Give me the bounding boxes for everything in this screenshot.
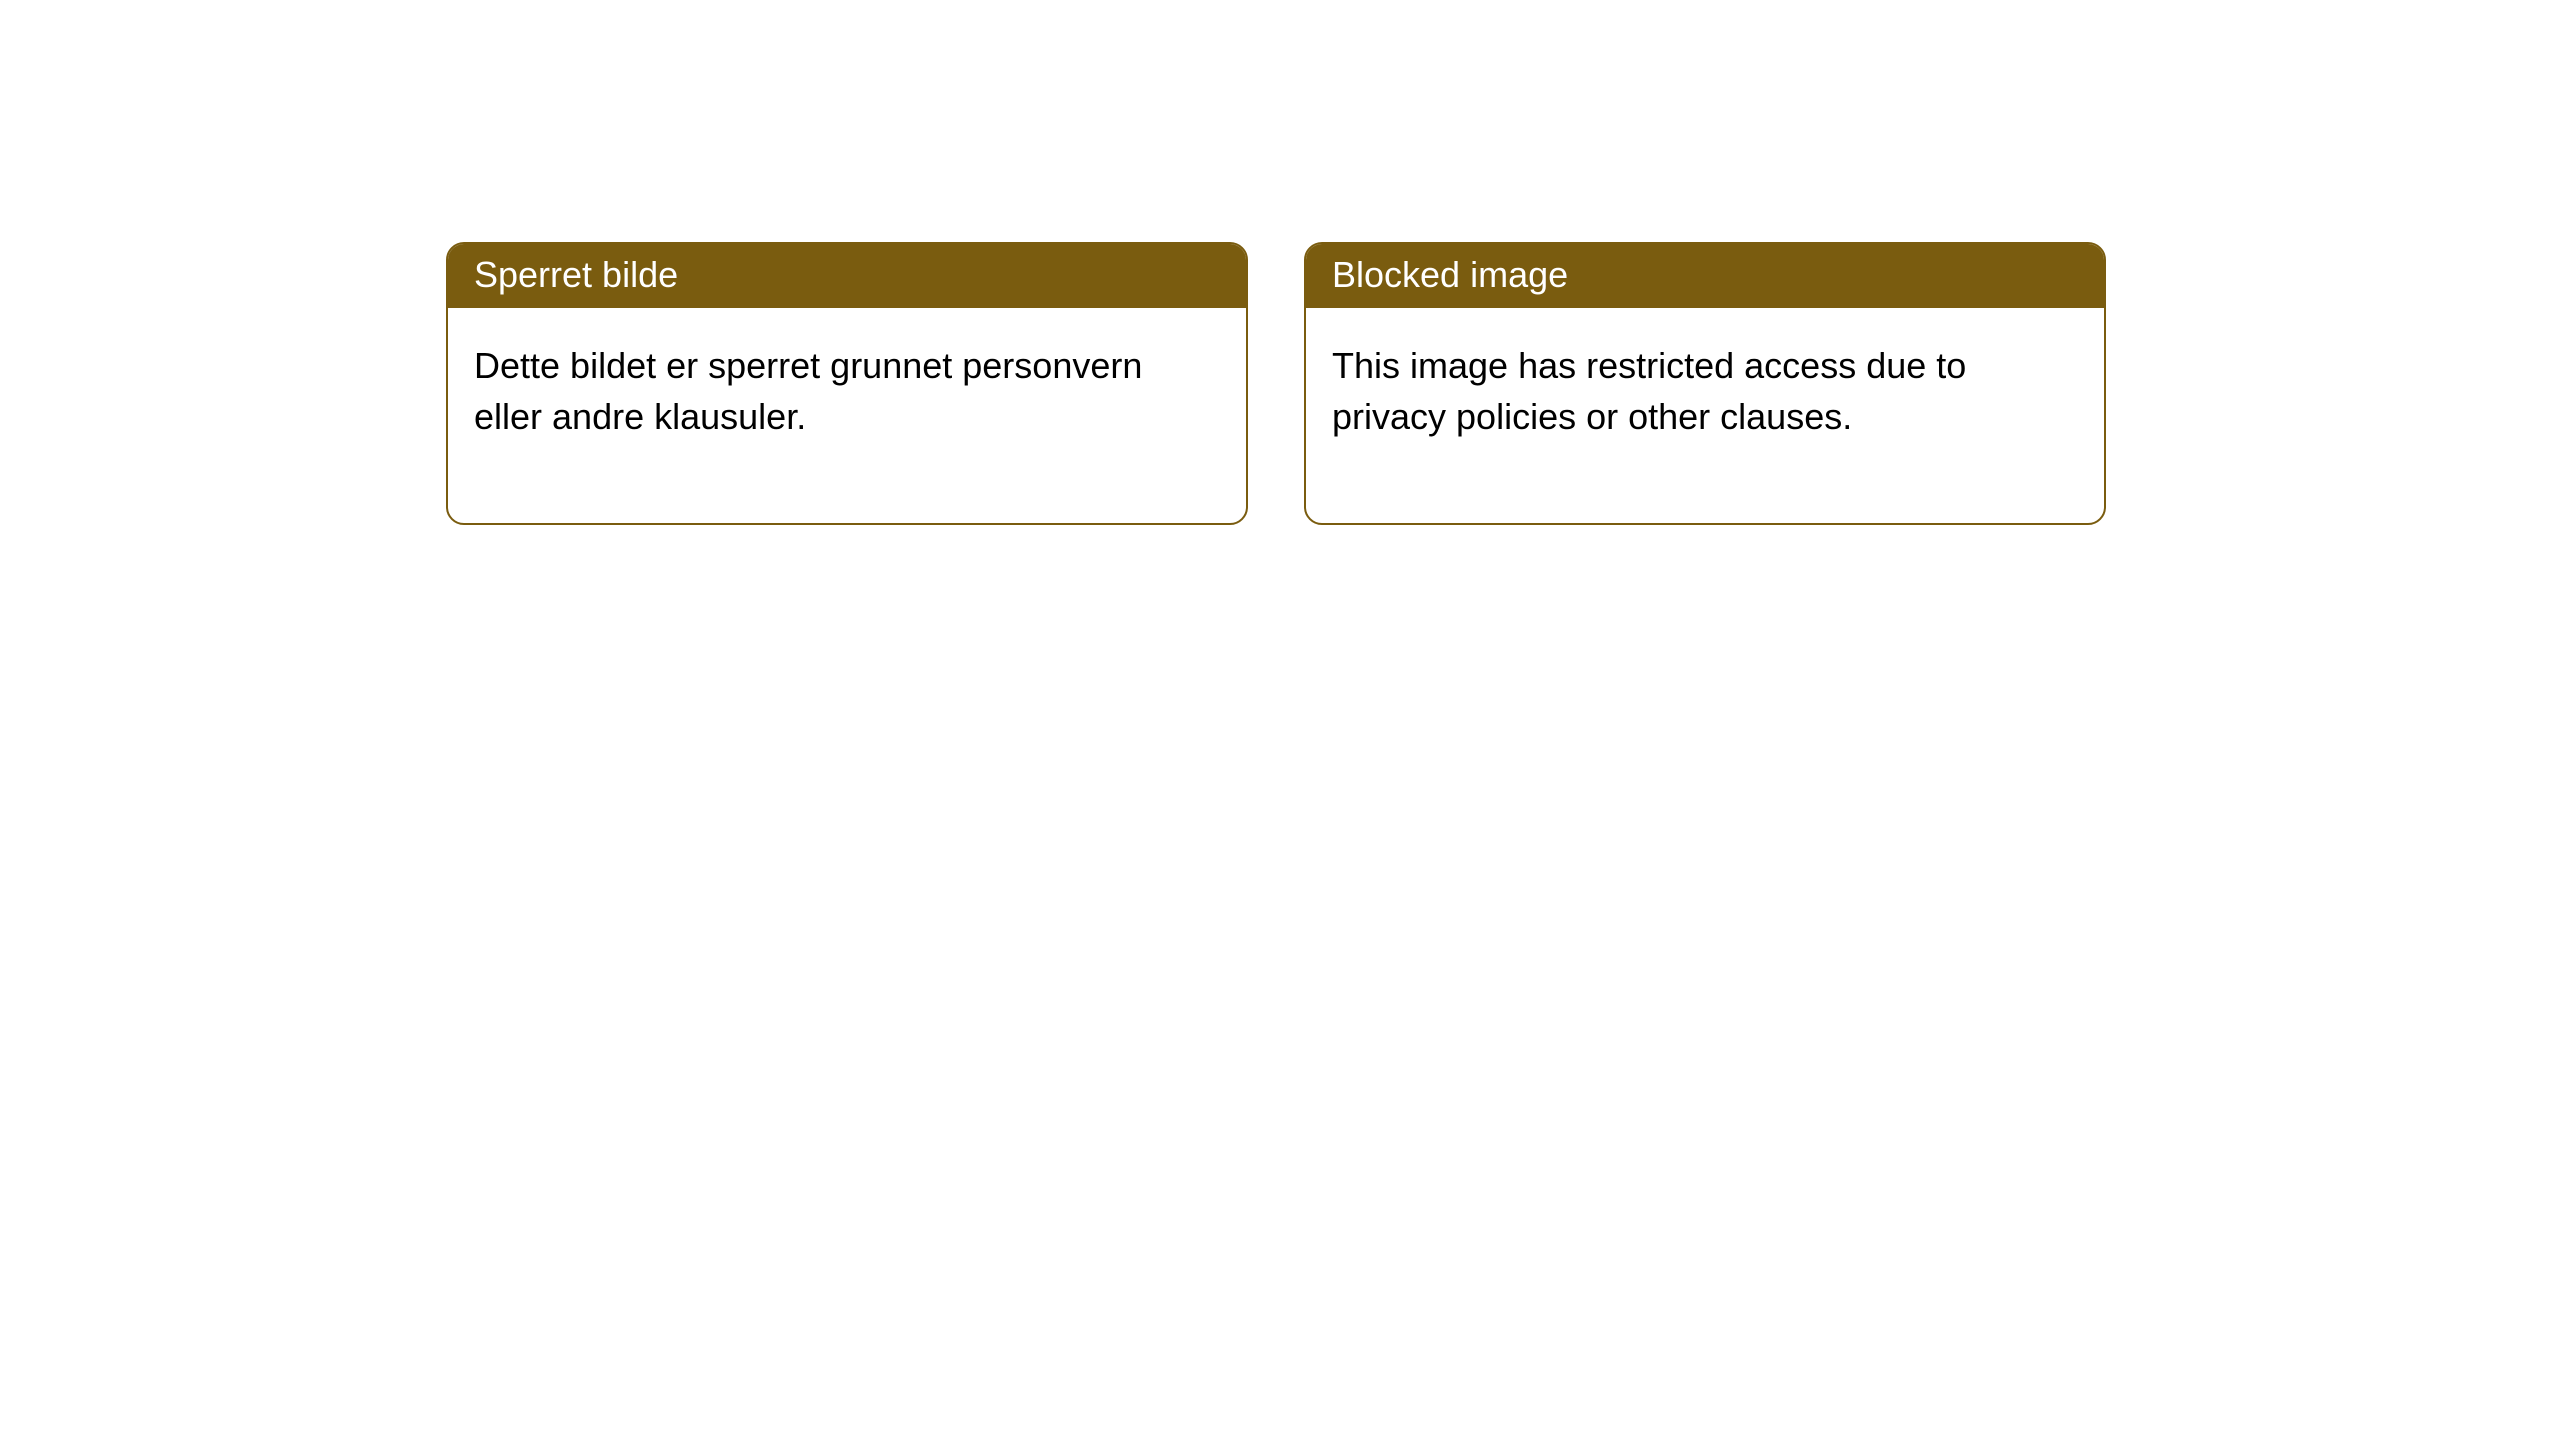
notice-title: Sperret bilde (448, 244, 1246, 308)
notice-container: Sperret bilde Dette bildet er sperret gr… (446, 242, 2106, 525)
notice-card-english: Blocked image This image has restricted … (1304, 242, 2106, 525)
notice-title: Blocked image (1306, 244, 2104, 308)
notice-message: Dette bildet er sperret grunnet personve… (448, 308, 1246, 523)
notice-message: This image has restricted access due to … (1306, 308, 2104, 523)
notice-card-norwegian: Sperret bilde Dette bildet er sperret gr… (446, 242, 1248, 525)
